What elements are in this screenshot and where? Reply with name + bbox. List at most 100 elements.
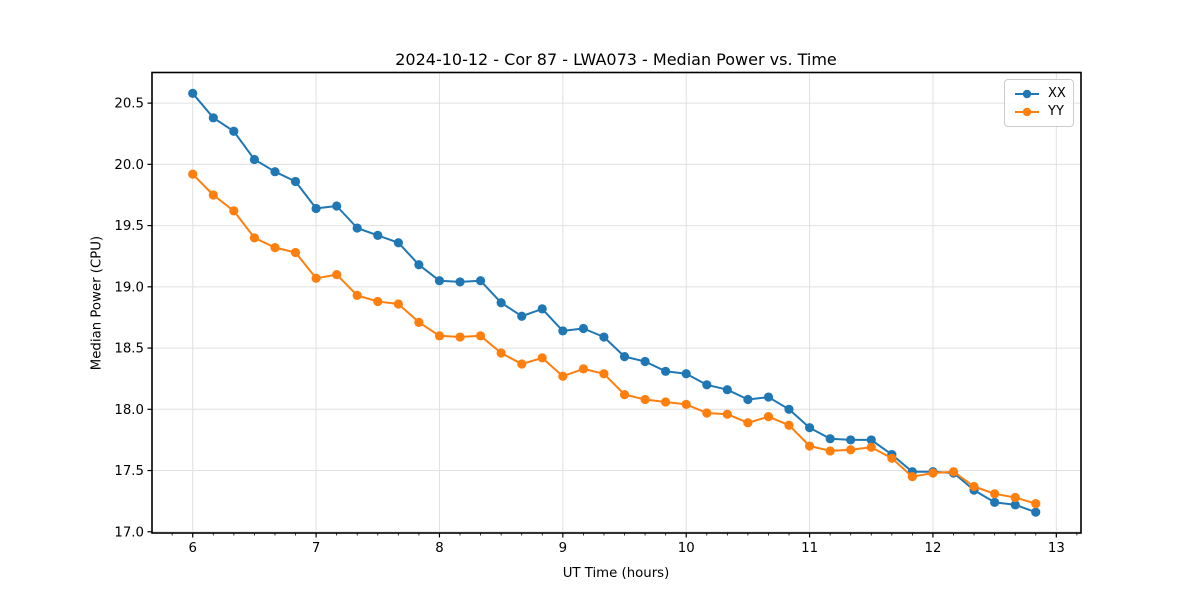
data-point <box>661 397 671 407</box>
data-point <box>990 497 1000 507</box>
gridlines <box>152 72 1081 533</box>
data-point <box>352 223 362 233</box>
data-point <box>640 356 650 367</box>
data-point <box>825 446 835 456</box>
data-point <box>661 366 671 376</box>
data-point <box>969 481 979 492</box>
data-point <box>434 331 445 341</box>
data-point <box>249 233 259 243</box>
data-point <box>188 169 198 179</box>
legend-item-xx: XX <box>1013 85 1066 103</box>
data-point <box>373 296 383 307</box>
data-point <box>619 390 630 400</box>
data-point <box>1010 500 1020 510</box>
data-point <box>866 435 876 445</box>
data-point <box>599 332 609 342</box>
data-point <box>290 176 301 187</box>
legend-label-yy: YY <box>1048 104 1064 119</box>
y-tick-label: 18.5 <box>114 342 144 357</box>
data-point <box>352 290 362 301</box>
x-axis-minor-ticks <box>171 533 1078 536</box>
x-tick-label: 6 <box>188 541 196 556</box>
data-point <box>373 230 383 240</box>
data-point <box>722 385 732 395</box>
x-axis-ticks: 6 7 8 9 10 11 12 13 <box>188 533 1065 556</box>
data-point <box>537 353 547 363</box>
data-point <box>270 167 280 177</box>
x-tick-label: 10 <box>678 541 695 556</box>
data-point <box>229 126 239 136</box>
data-point <box>702 408 712 418</box>
data-point <box>990 489 1000 499</box>
legend-line-sample-yy <box>1015 107 1039 117</box>
data-point <box>702 380 712 390</box>
data-point <box>475 276 486 286</box>
data-point <box>825 434 835 444</box>
data-point <box>640 394 650 405</box>
data-point <box>496 298 506 308</box>
x-tick-label: 8 <box>435 541 443 556</box>
series-line <box>191 173 1036 505</box>
data-point <box>784 420 794 430</box>
legend-item-yy: YY <box>1013 103 1064 121</box>
data-point <box>434 276 445 286</box>
data-point <box>846 435 856 445</box>
y-tick-label: 20.0 <box>114 158 144 173</box>
data-point <box>393 299 403 309</box>
x-tick-label: 13 <box>1048 541 1065 556</box>
data-point <box>455 277 465 287</box>
legend: XX YY <box>1004 79 1074 127</box>
y-tick-label: 18.0 <box>114 403 144 418</box>
y-axis-ticks: 17.0 17.5 18.0 18.5 19.0 19.5 20.0 20.5 <box>114 97 152 540</box>
legend-label-xx: XX <box>1048 86 1066 101</box>
x-axis-label: UT Time (hours) <box>562 566 670 581</box>
data-point <box>229 206 239 216</box>
data-point <box>804 441 815 451</box>
data-point <box>907 472 917 482</box>
data-point <box>496 348 506 358</box>
data-point <box>578 364 589 374</box>
data-point <box>804 423 815 433</box>
data-point <box>414 260 424 270</box>
y-tick-label: 19.5 <box>114 219 144 234</box>
data-point <box>619 352 630 362</box>
plot-border <box>151 71 1082 534</box>
data-point <box>188 88 198 98</box>
data-point <box>743 394 753 405</box>
data-point <box>517 311 527 321</box>
data-point <box>1031 499 1041 509</box>
data-point <box>270 243 280 253</box>
data-point <box>249 154 259 165</box>
series-yy <box>188 169 1041 509</box>
data-point <box>763 392 774 402</box>
data-point <box>414 317 424 327</box>
series-line <box>191 92 1037 514</box>
data-point <box>866 442 876 452</box>
data-point <box>784 404 794 414</box>
data-point <box>332 201 342 211</box>
data-point <box>208 190 218 200</box>
data-point <box>681 369 691 379</box>
x-tick-label: 9 <box>559 541 567 556</box>
data-point <box>1010 492 1020 503</box>
data-point <box>558 326 568 336</box>
legend-line-sample-xx <box>1015 89 1039 99</box>
data-point <box>332 269 342 280</box>
data-point <box>558 371 568 381</box>
data-point <box>311 273 321 283</box>
x-tick-label: 12 <box>924 541 941 556</box>
data-point <box>681 399 691 410</box>
x-tick-label: 11 <box>801 541 818 556</box>
data-point <box>599 369 609 379</box>
data-point <box>455 332 465 342</box>
data-point <box>887 453 897 463</box>
data-point <box>311 203 321 214</box>
y-tick-label: 17.5 <box>114 464 144 479</box>
data-point <box>475 331 486 341</box>
chart-title: 2024-10-12 - Cor 87 - LWA073 - Median Po… <box>395 50 837 69</box>
data-point <box>948 467 959 477</box>
data-point <box>517 359 527 369</box>
data-point <box>928 468 938 478</box>
data-point <box>290 247 301 258</box>
x-tick-label: 7 <box>312 541 320 556</box>
